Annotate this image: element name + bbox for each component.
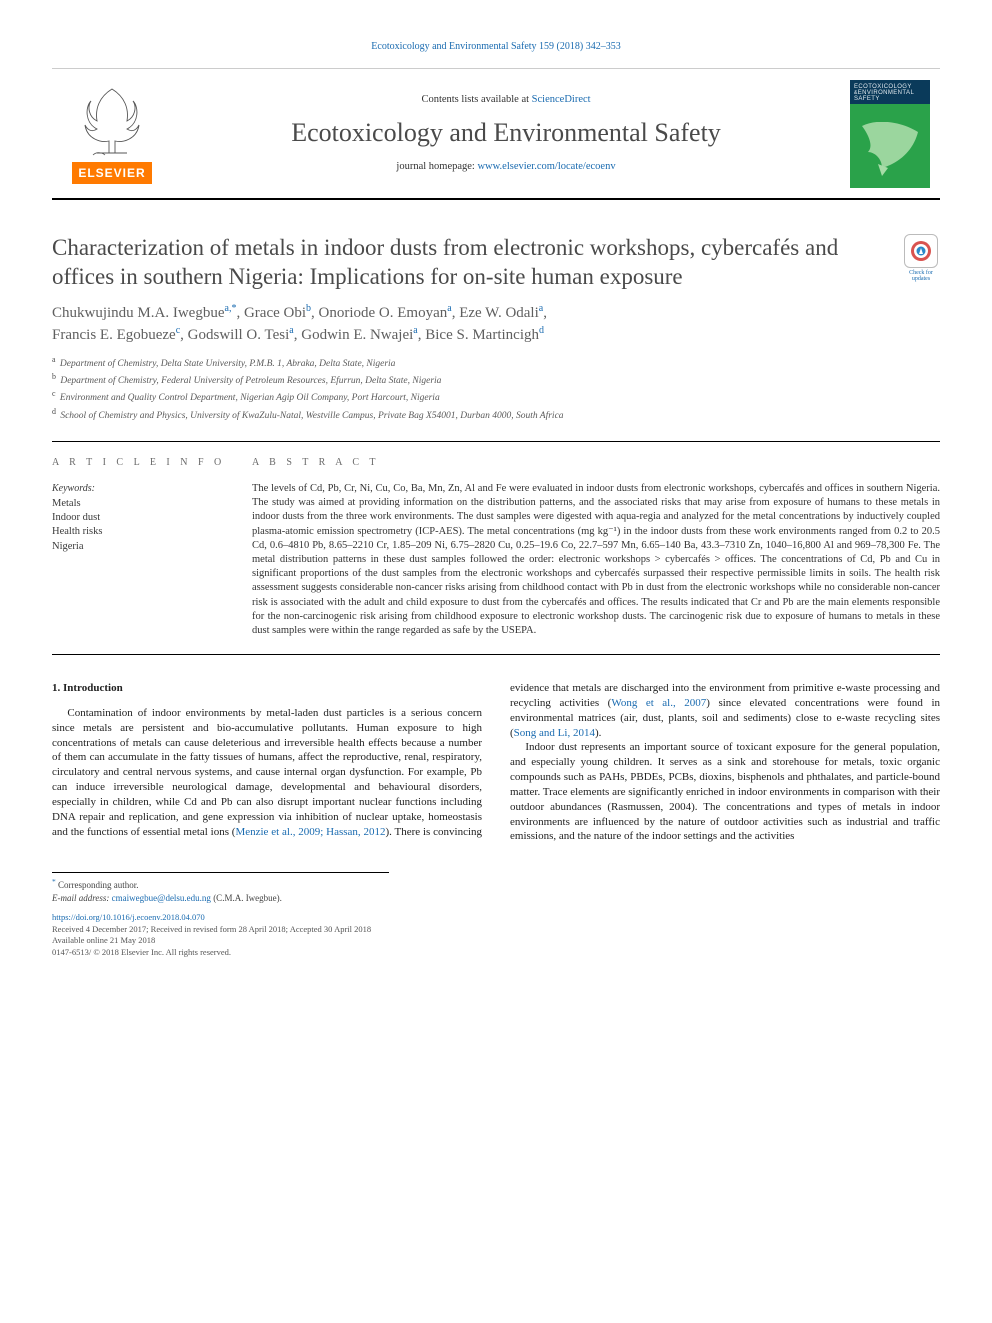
copyright-line: 0147-6513/ © 2018 Elsevier Inc. All righ… [52,947,231,957]
check-updates-badge[interactable]: Check for updates [890,234,940,292]
author-affil-sup[interactable]: b [306,303,311,314]
keyword-item: Metals [52,497,232,511]
author-name: Grace Obi [244,305,306,321]
section-rule [52,441,940,442]
page: Ecotoxicology and Environmental Safety 1… [0,0,992,988]
keyword-item: Nigeria [52,540,232,554]
email-line: E-mail address: cmaiwegbue@delsu.edu.ng … [52,892,389,905]
body-paragraph: Indoor dust represents an important sour… [510,740,940,844]
body-text: Contamination of indoor environments by … [52,707,482,838]
cover-shape-icon [858,122,922,178]
author-affil-sup[interactable]: a [447,303,451,314]
keywords-label: Keywords: [52,482,232,496]
check-updates-icon [904,234,938,268]
email-label: E-mail address: [52,893,112,903]
running-head: Ecotoxicology and Environmental Safety 1… [52,40,940,54]
elsevier-tree-icon [77,83,147,159]
affiliations: a Department of Chemistry, Delta State U… [52,354,940,424]
abstract-label: A B S T R A C T [252,456,940,470]
doi-block: https://doi.org/10.1016/j.ecoenv.2018.04… [52,912,940,958]
publisher-logo-block: ELSEVIER [52,69,172,198]
author-affil-sup[interactable]: a [539,303,543,314]
footnotes: * Corresponding author. E-mail address: … [52,872,389,904]
author-name: Eze W. Odali [459,305,539,321]
keywords-list: MetalsIndoor dustHealth risksNigeria [52,497,232,554]
cover-thumbnail-icon: ECOTOXICOLOGY &ENVIRONMENTAL SAFETY [850,80,930,188]
journal-cover: ECOTOXICOLOGY &ENVIRONMENTAL SAFETY [840,69,940,198]
corr-email-link[interactable]: cmaiwegbue@delsu.edu.ng [112,893,211,903]
corr-marker: * [52,877,56,886]
affiliation-line: c Environment and Quality Control Depart… [52,388,940,405]
journal-title: Ecotoxicology and Environmental Safety [291,115,721,151]
author-name: Godwin E. Nwajei [301,327,413,343]
author-name: Onoriode O. Emoyan [319,305,448,321]
article-title: Characterization of metals in indoor dus… [52,234,890,292]
check-updates-label: Check for updates [902,270,940,282]
affiliation-line: d School of Chemistry and Physics, Unive… [52,406,940,423]
article-info-label: A R T I C L E I N F O [52,456,232,470]
author-affil-sup[interactable]: c [176,325,180,336]
author-name: Godswill O. Tesi [188,327,290,343]
abstract-text: The levels of Cd, Pb, Cr, Ni, Cu, Co, Ba… [252,482,940,638]
corr-text: Corresponding author. [58,880,139,890]
author-list: Chukwujindu M.A. Iwegbuea,*, Grace Obib,… [52,302,940,346]
homepage-prefix: journal homepage: [396,161,477,172]
article-head: Characterization of metals in indoor dus… [52,234,940,292]
author-affil-sup[interactable]: a [289,325,293,336]
citation-link[interactable]: Wong et al., 2007 [611,697,706,709]
received-line: Received 4 December 2017; Received in re… [52,924,371,934]
author-name: Chukwujindu M.A. Iwegbue [52,305,225,321]
abstract-column: A B S T R A C T The levels of Cd, Pb, Cr… [252,456,940,638]
corresponding-author-note: * Corresponding author. [52,877,389,892]
publisher-wordmark: ELSEVIER [72,162,151,185]
contents-prefix: Contents lists available at [421,94,531,105]
section-rule [52,654,940,655]
citation-link[interactable]: Song and Li, 2014 [514,727,595,739]
body-columns: 1. Introduction Contamination of indoor … [52,681,940,844]
journal-homepage-link[interactable]: www.elsevier.com/locate/ecoenv [477,161,615,172]
author-name: Francis E. Egobueze [52,327,176,343]
article-info-column: A R T I C L E I N F O Keywords: MetalsIn… [52,456,252,638]
citation-link[interactable]: Menzie et al., 2009; Hassan, 2012 [235,826,385,838]
doi-link[interactable]: https://doi.org/10.1016/j.ecoenv.2018.04… [52,912,205,922]
section-heading-intro: 1. Introduction [52,681,482,696]
affiliation-line: b Department of Chemistry, Federal Unive… [52,371,940,388]
email-paren: (C.M.A. Iwegbue). [211,893,282,903]
keyword-item: Health risks [52,525,232,539]
affiliation-line: a Department of Chemistry, Delta State U… [52,354,940,371]
contents-line: Contents lists available at ScienceDirec… [421,93,590,108]
header-mid: Contents lists available at ScienceDirec… [172,69,840,198]
homepage-line: journal homepage: www.elsevier.com/locat… [396,160,615,175]
author-affil-sup[interactable]: a,* [225,303,237,314]
author-name: Bice S. Martincigh [425,327,539,343]
cover-title-line: ECOTOXICOLOGY &ENVIRONMENTAL SAFETY [854,84,914,102]
info-abstract-row: A R T I C L E I N F O Keywords: MetalsIn… [52,456,940,638]
online-line: Available online 21 May 2018 [52,935,155,945]
body-text: ). [595,727,601,739]
author-affil-sup[interactable]: d [539,325,544,336]
cover-line3: SAFETY [854,96,880,102]
journal-header: ELSEVIER Contents lists available at Sci… [52,68,940,200]
author-affil-sup[interactable]: a [413,325,417,336]
sciencedirect-link[interactable]: ScienceDirect [532,94,591,105]
keyword-item: Indoor dust [52,511,232,525]
